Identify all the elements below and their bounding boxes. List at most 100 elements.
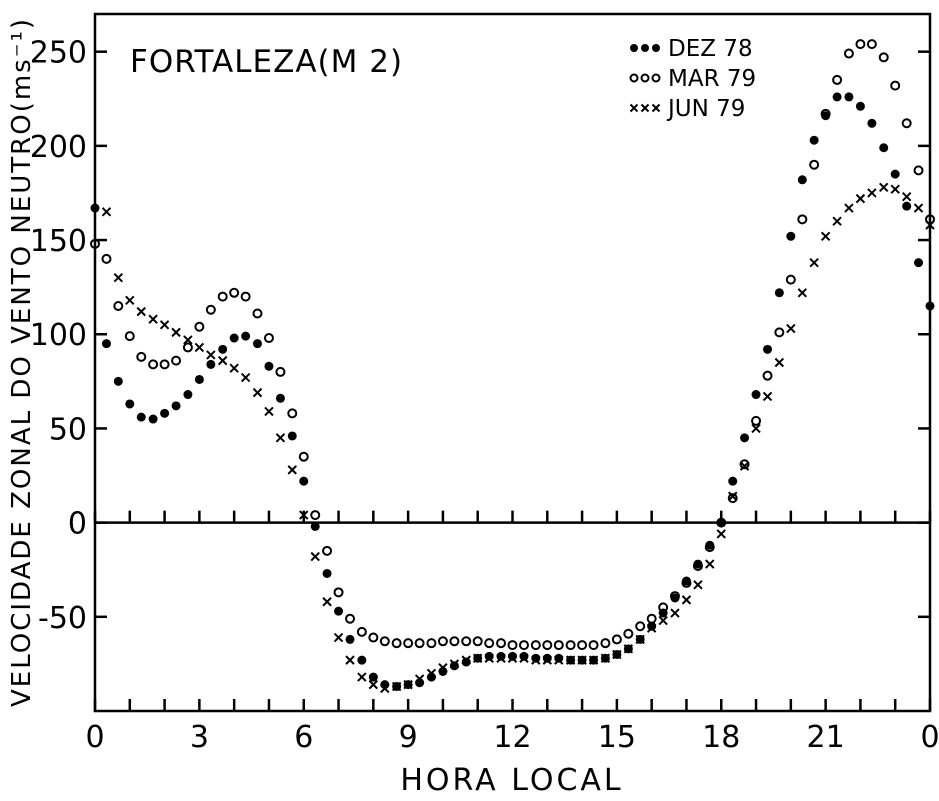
- data-point: [461, 655, 471, 665]
- data-point: [646, 623, 657, 633]
- data-point: [368, 632, 379, 643]
- data-point: [449, 636, 460, 647]
- data-point: [252, 308, 263, 319]
- data-point: [577, 655, 587, 665]
- data-point: [310, 521, 320, 531]
- x-tick-labels: 0 3 6 9 12 15 18 21 0: [85, 720, 939, 755]
- data-point: [368, 672, 378, 682]
- data-point: [148, 314, 158, 324]
- y-tick-label: 150: [30, 224, 87, 259]
- data-point: [774, 357, 785, 368]
- data-point: [171, 401, 181, 411]
- data-point: [797, 214, 808, 225]
- y-tick-label: -50: [38, 601, 87, 636]
- data-point: [206, 359, 216, 369]
- data-point: [229, 287, 240, 298]
- data-point: [774, 327, 785, 338]
- data-point: [205, 304, 216, 315]
- data-point: [437, 636, 448, 647]
- data-point: [542, 653, 552, 663]
- data-point: [299, 476, 309, 486]
- y-tick-label: 200: [30, 130, 87, 165]
- x-tick-label: 6: [294, 720, 313, 755]
- data-point: [612, 649, 622, 660]
- data-point: [809, 135, 819, 145]
- data-point: [136, 306, 146, 317]
- data-point: [681, 577, 692, 588]
- data-point: [136, 351, 147, 362]
- data-point: [844, 92, 854, 102]
- legend-item: DEZ 78: [630, 36, 753, 62]
- data-point: [345, 655, 355, 665]
- data-point: [820, 231, 831, 241]
- data-point: [809, 257, 819, 268]
- data-point: [275, 393, 285, 403]
- data-point: [171, 327, 181, 338]
- data-point: [322, 568, 332, 578]
- data-point: [716, 517, 727, 528]
- data-point: [705, 559, 715, 569]
- data-point: [287, 431, 297, 441]
- data-point: [681, 595, 692, 605]
- data-point: [531, 653, 541, 663]
- data-point: [496, 651, 506, 661]
- data-point: [629, 73, 639, 83]
- data-point: [867, 118, 877, 128]
- data-point: [925, 214, 935, 225]
- data-point: [890, 169, 900, 179]
- data-point: [855, 101, 865, 111]
- data-point: [646, 613, 657, 624]
- data-point: [113, 300, 124, 311]
- data-point: [241, 331, 251, 341]
- data-point: [252, 387, 263, 398]
- data-point: [623, 644, 634, 654]
- data-point: [855, 193, 866, 204]
- data-point: [426, 638, 437, 649]
- data-point: [357, 655, 367, 665]
- data-point: [194, 321, 205, 332]
- data-point: [136, 412, 146, 422]
- data-point: [740, 433, 750, 443]
- data-point: [658, 615, 668, 626]
- legend-label: DEZ 78: [668, 36, 753, 62]
- data-point: [414, 674, 425, 684]
- data-point: [171, 355, 182, 366]
- data-point: [148, 414, 158, 424]
- x-tick-label: 3: [190, 720, 209, 755]
- data-point: [275, 433, 286, 443]
- data-point: [461, 657, 471, 667]
- series-dez-78: [90, 92, 935, 692]
- data-point: [218, 344, 228, 354]
- y-tick-label: 0: [68, 507, 87, 542]
- data-point: [647, 621, 657, 631]
- x-tick-label: 21: [807, 720, 845, 755]
- x-tick-label: 12: [493, 720, 531, 755]
- y-tick-label: 250: [30, 36, 87, 71]
- data-point: [252, 339, 262, 349]
- series-layer: [90, 39, 935, 694]
- data-point: [565, 655, 576, 665]
- data-point: [345, 613, 356, 624]
- data-point: [866, 39, 877, 50]
- data-point: [809, 159, 820, 170]
- data-point: [90, 238, 100, 249]
- data-point: [357, 672, 367, 682]
- data-point: [669, 591, 680, 602]
- x-axis-title: HORA LOCAL: [400, 763, 623, 798]
- data-point: [611, 634, 622, 645]
- data-point: [820, 108, 831, 119]
- data-point: [879, 143, 889, 153]
- data-point: [113, 376, 123, 386]
- series-jun-79: [101, 182, 935, 694]
- axis-ticks: [93, 50, 932, 711]
- data-point: [774, 288, 784, 298]
- data-point: [635, 634, 645, 645]
- x-tick-label: 15: [598, 720, 636, 755]
- data-point: [217, 355, 228, 366]
- data-point: [264, 361, 274, 371]
- data-point: [640, 73, 650, 83]
- data-point: [414, 638, 425, 649]
- data-point: [484, 653, 494, 663]
- data-point: [368, 679, 379, 690]
- data-point: [727, 493, 738, 504]
